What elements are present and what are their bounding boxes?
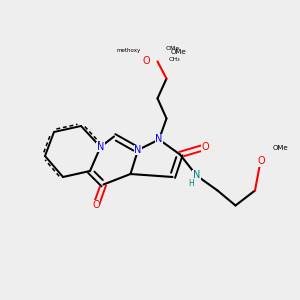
Text: N: N: [134, 145, 142, 155]
Text: O: O: [202, 142, 209, 152]
Text: N: N: [97, 142, 104, 152]
Text: OMe: OMe: [171, 50, 186, 56]
Text: N: N: [155, 134, 163, 145]
Text: CH₃: CH₃: [168, 57, 180, 62]
Text: N: N: [193, 170, 200, 181]
Text: OMe: OMe: [273, 146, 288, 152]
Text: H: H: [188, 179, 194, 188]
Text: O: O: [142, 56, 150, 67]
Text: methoxy: methoxy: [117, 49, 141, 53]
Text: O: O: [92, 200, 100, 211]
Text: O: O: [257, 156, 265, 166]
Text: OMe: OMe: [165, 46, 180, 50]
